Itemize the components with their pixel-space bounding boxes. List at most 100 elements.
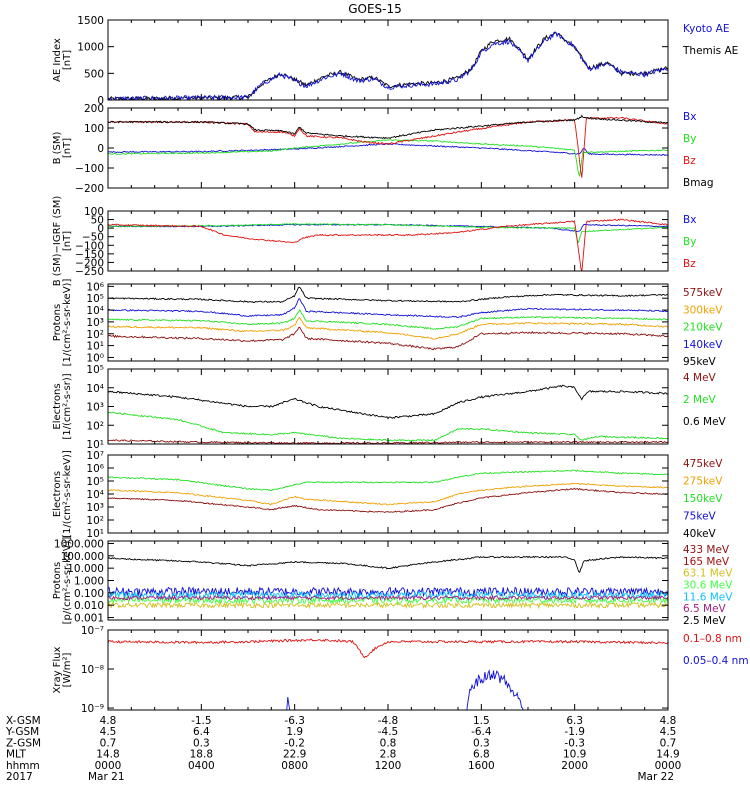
- series-line-black: [108, 384, 668, 420]
- ephem-row-label: Z-GSM: [6, 737, 41, 749]
- ephem-value: 0.7: [100, 737, 117, 749]
- legend-entry: 6.5 MeV: [683, 603, 727, 615]
- y-tick-label: 10⁻⁷: [81, 625, 104, 637]
- ephem-value: -0.3: [564, 737, 585, 749]
- ephem-value: -0.2: [284, 737, 305, 749]
- y-tick-label: 10²: [86, 420, 104, 432]
- y-tick-label: 10³: [86, 402, 104, 414]
- series-group: [108, 114, 668, 178]
- y-tick-label: −100: [75, 240, 104, 252]
- series-line-ltblue: [108, 590, 668, 601]
- y-tick-label: 500: [84, 68, 104, 80]
- series-group: [108, 555, 668, 610]
- y-axis-label: [p/(cm²-s-sr-keV)]: [62, 537, 73, 625]
- y-axis-label: [nT]: [62, 231, 73, 251]
- y-tick-label: 200: [84, 103, 104, 115]
- panel-ae: 0 500 1000 1500 AE Index [nT] Kyoto AE Themis A…: [52, 15, 738, 107]
- y-tick-label: 10¹: [86, 528, 104, 540]
- legend-entry: 300keV: [683, 304, 723, 316]
- legend-entry: 4 MeV: [683, 372, 717, 384]
- legend-entry: 433 MeV: [683, 544, 730, 556]
- y-tick-label: 10⁵: [86, 293, 104, 305]
- ephem-value: 22.9: [283, 749, 306, 761]
- y-tick-label: 0.001: [74, 613, 104, 625]
- ephem-value: -1.5: [191, 715, 212, 727]
- y-tick-label: 1000.000: [54, 538, 104, 550]
- series-line-blue: [108, 223, 668, 232]
- ephem-value: 0400: [188, 760, 215, 772]
- y-tick-label: 10³: [86, 502, 104, 514]
- y-tick-label: 0: [97, 143, 104, 155]
- ephem-value: 6.3: [566, 715, 583, 727]
- y-axis-label: Protons: [52, 304, 63, 341]
- y-axis-label: [nT]: [62, 138, 73, 158]
- series-line-black: [108, 286, 668, 303]
- y-axis-label: [1/(cm²-s-sr-keV)]: [62, 450, 73, 538]
- chart-title: GOES-15: [348, 2, 402, 16]
- legend-entry: Bmag: [683, 177, 714, 189]
- legend-entry: 2 MeV: [683, 394, 717, 406]
- y-tick-label: 10⁶: [86, 281, 104, 293]
- y-tick-label: 1500: [77, 15, 104, 27]
- legend-entry: 275keV: [683, 476, 723, 488]
- y-axis-label: AE Index: [52, 38, 63, 82]
- panel-frame: [107, 210, 669, 272]
- legend-entry: Bz: [683, 258, 696, 270]
- y-axis-label: B (SM)−IGRF (SM): [52, 196, 63, 287]
- series-line-green: [108, 309, 668, 330]
- series-line-red: [108, 116, 668, 178]
- series-group: [108, 384, 668, 444]
- series-line-blue: [108, 298, 668, 319]
- y-tick-label: 0.100: [74, 588, 104, 600]
- y-tick-label: −50: [82, 232, 104, 244]
- y-tick-label: 10¹: [86, 439, 104, 451]
- ephem-value: -6.4: [471, 726, 492, 738]
- y-tick-label: 10⁴: [86, 489, 104, 501]
- y-axis-label: B (SM): [52, 131, 63, 164]
- series-line-darkred: [108, 487, 668, 514]
- ephem-row-label: Y-GSM: [5, 726, 39, 738]
- ephem-value: 0.3: [193, 737, 210, 749]
- series-line-purple: [108, 594, 668, 602]
- panel-bsm: −200 −100 0 100 200 B (SM) [nT] Bx By Bz Bmag: [52, 103, 714, 195]
- ephem-value: 2.8: [380, 749, 397, 761]
- series-line-red: [108, 218, 668, 271]
- panel-electrons_mev: 10¹ 10² 10³ 10⁴ 10⁵ Electrons [1/(cm²-s-sr)] 4 …: [52, 364, 727, 451]
- y-tick-label: 10⁻⁸: [81, 664, 104, 676]
- legend-entry: Bx: [683, 214, 696, 226]
- y-tick-label: 0: [97, 223, 104, 235]
- y-axis-label: Electrons: [52, 471, 63, 517]
- y-tick-label: 10⁰: [86, 352, 104, 364]
- series-line-tan: [108, 601, 668, 610]
- y-axis-label: [W/m²]: [62, 652, 73, 687]
- y-tick-label: 0: [97, 95, 104, 107]
- ephem-value: 1200: [375, 760, 402, 772]
- y-tick-label: 10⁴: [86, 305, 104, 317]
- legend-entry: Kyoto AE: [683, 23, 729, 35]
- ephem-value: -4.8: [378, 715, 399, 727]
- series-line-orange: [108, 316, 668, 340]
- legend-entry: 475keV: [683, 458, 723, 470]
- ephem-value: 18.8: [190, 749, 213, 761]
- ephem-value: 1.9: [286, 726, 303, 738]
- ephem-value: Mar 21: [88, 771, 125, 783]
- y-tick-label: 10²: [86, 515, 104, 527]
- ephem-value: -4.5: [378, 726, 399, 738]
- legend-entry: Bz: [683, 155, 696, 167]
- legend-entry: Bx: [683, 111, 696, 123]
- series-line-green: [108, 411, 668, 442]
- y-tick-label: 10.000: [67, 563, 104, 575]
- legend-entry: Themis AE: [682, 45, 738, 57]
- y-tick-label: 100: [84, 206, 104, 218]
- y-tick-label: 10¹: [86, 341, 104, 353]
- legend-entry: 30.6 MeV: [683, 580, 733, 592]
- series-line-black: [108, 32, 668, 100]
- ephem-value: 0.7: [660, 737, 677, 749]
- ephem-row-label: 2017: [6, 771, 33, 783]
- series-line-blue: [108, 586, 668, 598]
- series-line-orange: [108, 482, 668, 506]
- ephem-value: 4.5: [100, 726, 117, 738]
- legend-entry: 140keV: [683, 339, 723, 351]
- y-tick-label: 1000: [77, 42, 104, 54]
